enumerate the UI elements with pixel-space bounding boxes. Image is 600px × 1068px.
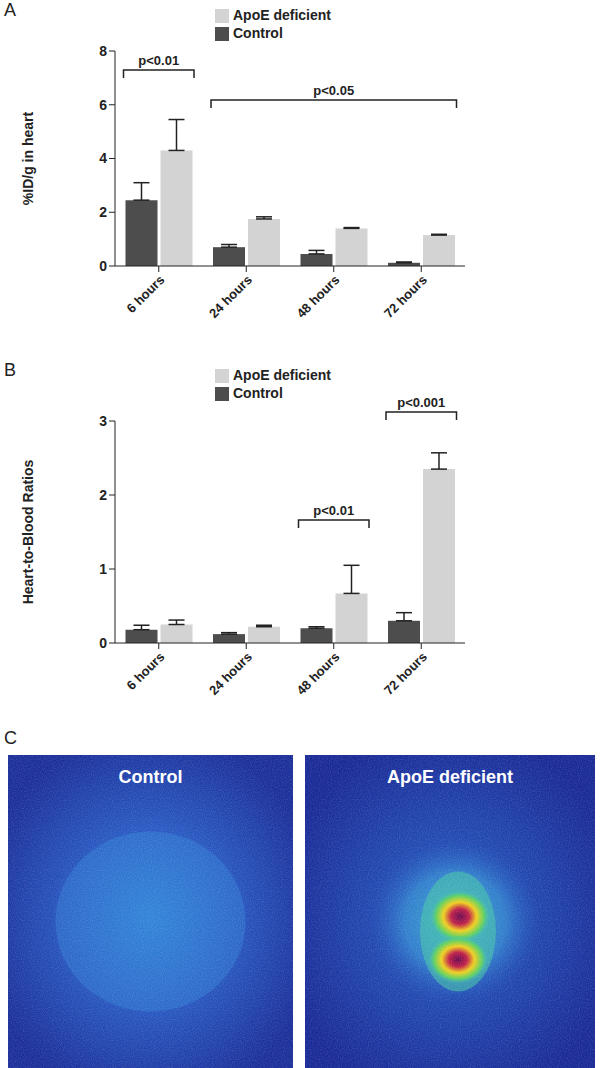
svg-text:ApoE deficient: ApoE deficient [387, 767, 513, 787]
html-text:B: B [4, 360, 16, 380]
svg-text:6 hours: 6 hours [124, 272, 168, 316]
svg-text:8: 8 [99, 43, 107, 59]
svg-text:2: 2 [99, 487, 107, 503]
svg-text:2: 2 [99, 204, 107, 220]
svg-text:p<0.01: p<0.01 [313, 503, 354, 518]
svg-text:48 hours: 48 hours [293, 272, 342, 321]
html-text:ApoE deficient: ApoE deficient [233, 7, 331, 23]
svg-text:p<0.05: p<0.05 [313, 83, 354, 98]
html-text:ApoE deficient: ApoE deficient [233, 367, 331, 383]
svg-text:72 hours: 72 hours [381, 649, 430, 698]
svg-text:48 hours: 48 hours [293, 649, 342, 698]
svg-text:%ID/g in heart: %ID/g in heart [20, 111, 36, 205]
svg-text:1: 1 [99, 561, 107, 577]
svg-text:24 hours: 24 hours [206, 272, 255, 321]
html-text:Control: Control [233, 385, 283, 401]
svg-text:6: 6 [99, 97, 107, 113]
svg-text:0: 0 [99, 635, 107, 651]
svg-text:0: 0 [99, 258, 107, 274]
svg-text:p<0.001: p<0.001 [397, 395, 445, 410]
svg-text:4: 4 [99, 150, 107, 166]
svg-text:Control: Control [119, 767, 183, 787]
svg-text:24 hours: 24 hours [206, 649, 255, 698]
html-text:Control: Control [233, 25, 283, 41]
svg-text:72 hours: 72 hours [381, 272, 430, 321]
svg-text:Heart-to-Blood Ratios: Heart-to-Blood Ratios [20, 459, 36, 604]
html-text:A: A [4, 0, 16, 20]
svg-text:p<0.01: p<0.01 [138, 53, 179, 68]
svg-text:3: 3 [99, 413, 107, 429]
html-text:C: C [4, 728, 17, 748]
svg-text:6 hours: 6 hours [124, 649, 168, 693]
